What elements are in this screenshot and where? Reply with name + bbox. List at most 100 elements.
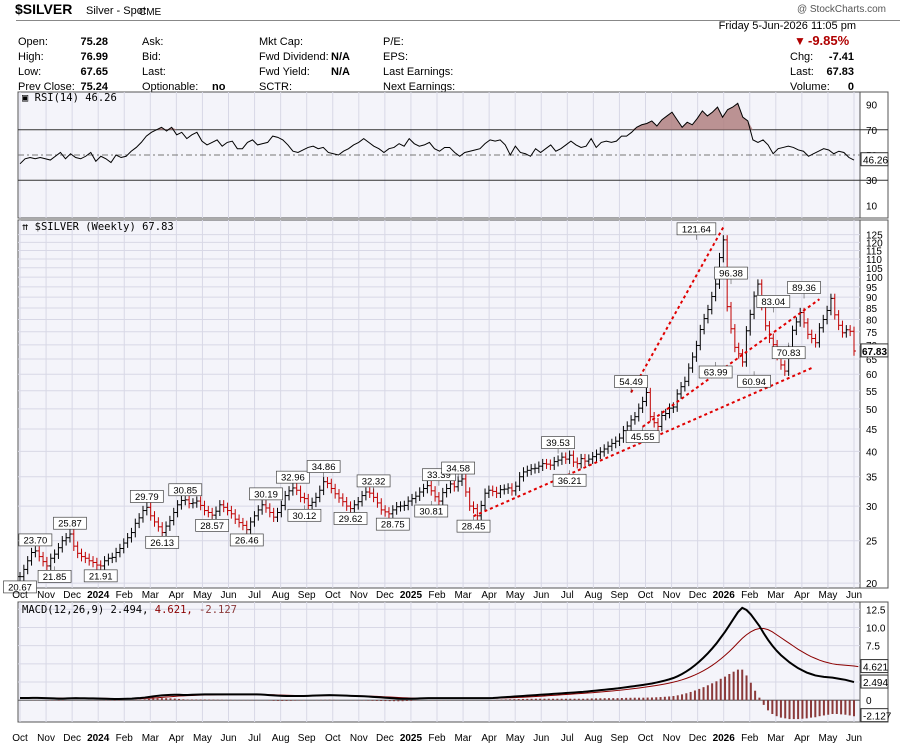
x-tick-label: Feb [116, 590, 134, 601]
x-tick-label: May [193, 590, 212, 601]
x-tick-label: Nov [350, 733, 368, 744]
x-tick-label: Apr [481, 733, 497, 744]
change-percent: -9.85% [808, 33, 850, 48]
x-tick-label: Mar [767, 733, 785, 744]
macd-histogram-bar [685, 693, 688, 701]
price-y-tick: 40 [866, 447, 878, 458]
macd-histogram-bar [405, 700, 408, 701]
watermark: @ StockCharts.com [796, 4, 886, 15]
price-annotation-box [37, 570, 72, 583]
price-y-tick: 60 [866, 370, 878, 381]
macd-histogram-bar [276, 700, 279, 701]
price-annotation: 21.91 [89, 571, 113, 582]
x-tick-label: Nov [663, 733, 681, 744]
price-annotation: 96.38 [719, 269, 743, 280]
rsi-y-tick: 10 [866, 201, 878, 212]
macd-histogram-bar [792, 700, 795, 720]
macd-histogram-bar [732, 671, 735, 701]
macd-histogram-bar [139, 699, 142, 701]
stat-label: Last: [142, 66, 166, 78]
price-annotation: 63.99 [704, 367, 728, 378]
macd-histogram-bar [543, 698, 546, 701]
price-panel: 2025303540455055606570758085909510010511… [3, 219, 889, 593]
macd-histogram-bar [638, 697, 641, 701]
x-tick-label: 2024 [87, 733, 110, 744]
macd-histogram-bar [393, 700, 396, 702]
x-tick-label: Jul [248, 590, 261, 601]
x-tick-label: 2024 [87, 590, 110, 601]
macd-histogram-bar [513, 699, 516, 701]
macd-histogram-bar [526, 698, 529, 701]
stat-label: Last Earnings: [383, 66, 454, 78]
macd-histogram-bar [775, 700, 778, 717]
rsi-y-tick: 70 [866, 126, 878, 137]
exchange-label: CME [139, 7, 162, 18]
x-tick-label: Jul [561, 590, 574, 601]
price-annotation: 28.45 [462, 522, 486, 533]
macd-histogram-bar [741, 669, 744, 701]
price-annotation: 30.85 [173, 485, 197, 496]
x-tick-label: Nov [37, 733, 55, 744]
x-tick-label: Feb [116, 733, 134, 744]
x-tick-label: Oct [638, 590, 654, 601]
price-annotation: 60.94 [742, 377, 766, 388]
price-y-tick: 85 [866, 304, 878, 315]
macd-histogram-bar [676, 695, 679, 701]
price-annotation: 30.81 [419, 507, 443, 518]
macd-histogram-bar [410, 700, 413, 701]
price-annotation: 20.67 [8, 582, 32, 593]
x-tick-label: Feb [741, 590, 759, 601]
macd-histogram-bar [281, 700, 284, 701]
rsi-line [19, 102, 855, 165]
price-y-tick: 105 [866, 264, 883, 275]
macd-histogram-bar [169, 698, 172, 701]
x-tick-label: Jul [561, 733, 574, 744]
macd-histogram-bar [178, 698, 181, 701]
macd-histogram-bar [534, 698, 537, 701]
price-y-tick: 120 [866, 238, 883, 249]
macd-histogram-bar [160, 698, 163, 701]
macd-histogram-bar [509, 699, 512, 701]
price-annotation: 23.70 [23, 535, 47, 546]
x-tick-label: May [193, 733, 212, 744]
price-annotation: 25.87 [58, 519, 82, 530]
stat-label: Open: [18, 36, 48, 48]
header-divider [16, 20, 900, 21]
macd-histogram-bar [788, 700, 791, 720]
price-annotation-box [276, 470, 310, 484]
price-annotation-box [414, 504, 449, 518]
stat-label: High: [18, 51, 44, 63]
macd-y-tick: 12.5 [866, 605, 886, 616]
change-arrow-icon: ▼ [794, 34, 806, 48]
price-annotation: 29.79 [135, 492, 159, 503]
macd-histogram-bar [375, 700, 378, 701]
price-y-tick: 20 [866, 579, 878, 590]
price-axis-box [859, 219, 889, 589]
price-annotation: 26.13 [150, 538, 174, 549]
stat-value: 75.24 [80, 81, 108, 93]
macd-histogram-bar [779, 700, 782, 718]
price-y-tick: 50 [866, 405, 878, 416]
stat-label: Fwd Yield: [259, 66, 310, 78]
macd-last-box [860, 708, 889, 723]
price-y-tick: 95 [866, 283, 878, 294]
trendline [642, 298, 820, 428]
x-tick-label: Dec [376, 733, 394, 744]
rsi-y-tick: 30 [866, 176, 878, 187]
stat-label: Bid: [142, 51, 161, 63]
price-last-box [860, 343, 889, 358]
price-y-tick: 80 [866, 316, 878, 327]
macd-histogram-bar [625, 697, 628, 701]
price-legend: ⇈ $SILVER (Weekly) 67.83 [22, 221, 174, 233]
rsi-last-box [860, 152, 889, 167]
price-annotation-box [614, 375, 648, 388]
rsi-panel: 103050709046.26▣ RSI(14) 46.26 [17, 91, 889, 219]
x-tick-label: Sep [611, 590, 629, 601]
macd-histogram-bar [569, 698, 572, 701]
price-annotation-box [83, 569, 118, 583]
macd-histogram-bar [564, 698, 567, 701]
macd-histogram-bar [848, 700, 851, 716]
macd-histogram-bar [672, 696, 675, 701]
price-annotation: 39.53 [546, 438, 570, 449]
